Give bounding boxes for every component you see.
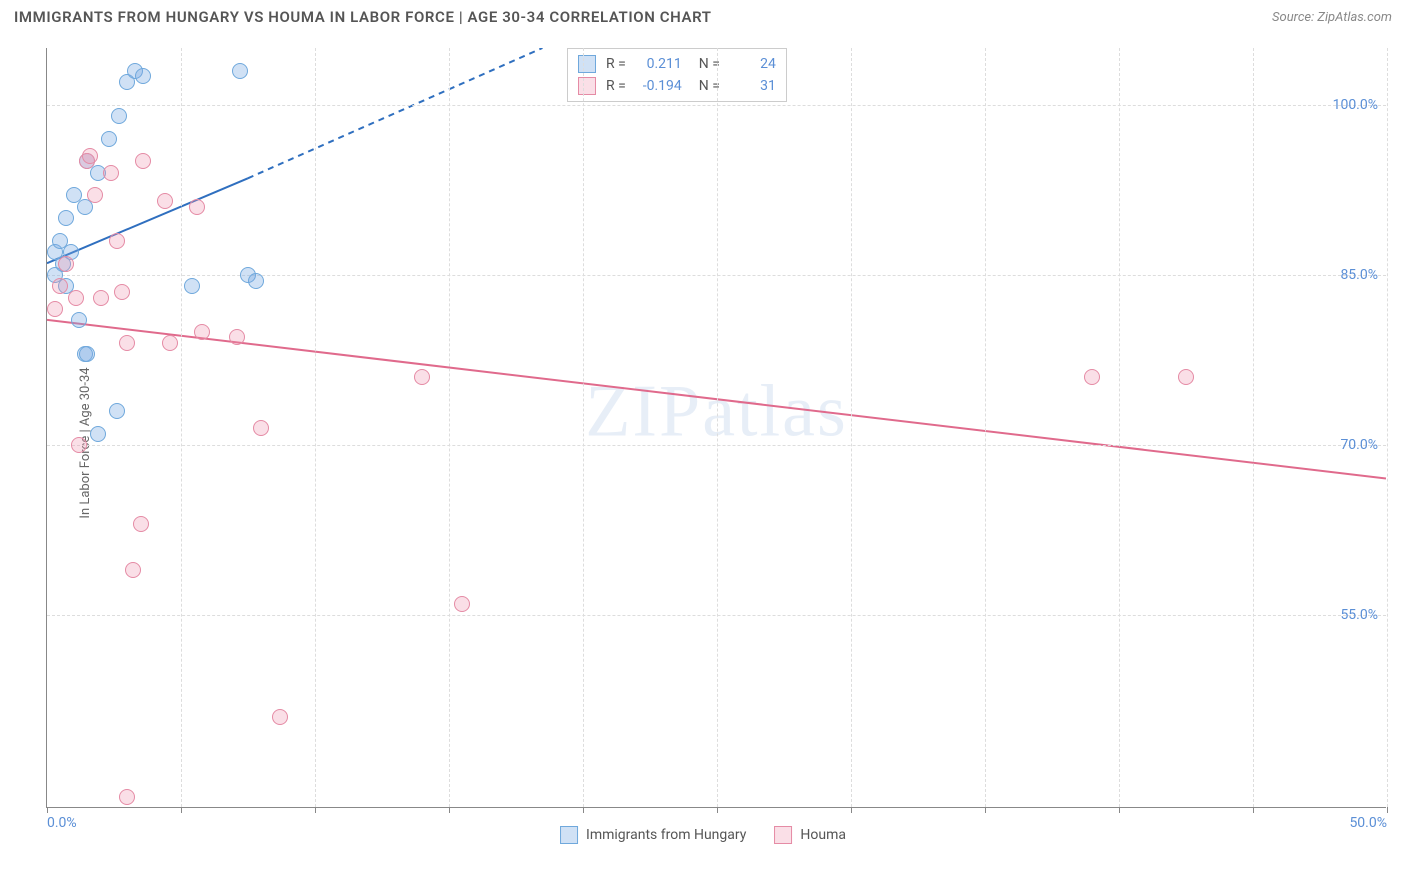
data-point-hungary	[111, 108, 127, 124]
legend-label-houma: Houma	[800, 827, 846, 843]
gridline-v	[449, 48, 450, 807]
x-tick-mark	[985, 807, 986, 813]
data-point-houma	[194, 324, 210, 340]
data-point-houma	[157, 193, 173, 209]
y-tick-label: 85.0%	[1340, 267, 1378, 283]
n-label: N =	[692, 75, 720, 97]
data-point-houma	[162, 335, 178, 351]
x-tick-mark	[1387, 807, 1388, 813]
series-legend: Immigrants from Hungary Houma	[560, 826, 846, 844]
data-point-hungary	[90, 426, 106, 442]
data-point-hungary	[232, 63, 248, 79]
data-point-houma	[119, 789, 135, 805]
data-point-hungary	[248, 273, 264, 289]
data-point-houma	[119, 335, 135, 351]
chart-container: In Labor Force | Age 30-34 ZIPatlas R = …	[0, 38, 1406, 848]
y-tick-label: 100.0%	[1333, 97, 1378, 113]
x-tick-mark	[181, 807, 182, 813]
correlation-legend: R = 0.211 N = 24 R = -0.194 N = 31	[567, 48, 787, 102]
x-tick-label: 50.0%	[1349, 815, 1387, 831]
legend-row-houma: R = -0.194 N = 31	[578, 75, 776, 97]
data-point-houma	[229, 329, 245, 345]
data-point-hungary	[109, 403, 125, 419]
chart-title: IMMIGRANTS FROM HUNGARY VS HOUMA IN LABO…	[14, 8, 712, 26]
n-value-hungary: 24	[726, 53, 776, 75]
data-point-houma	[52, 278, 68, 294]
n-value-houma: 31	[726, 75, 776, 97]
data-point-houma	[47, 301, 63, 317]
plot-area: ZIPatlas R = 0.211 N = 24 R = -0.194 N =…	[46, 48, 1386, 808]
data-point-hungary	[101, 131, 117, 147]
swatch-houma	[578, 77, 596, 95]
gridline-v	[315, 48, 316, 807]
data-point-houma	[82, 148, 98, 164]
data-point-houma	[272, 709, 288, 725]
data-point-houma	[414, 369, 430, 385]
data-point-hungary	[71, 312, 87, 328]
x-tick-mark	[315, 807, 316, 813]
r-value-hungary: 0.211	[632, 53, 682, 75]
data-point-houma	[114, 284, 130, 300]
data-point-houma	[68, 290, 84, 306]
chart-source: Source: ZipAtlas.com	[1272, 10, 1392, 25]
data-point-houma	[253, 420, 269, 436]
data-point-houma	[189, 199, 205, 215]
data-point-houma	[87, 187, 103, 203]
x-tick-mark	[449, 807, 450, 813]
r-value-houma: -0.194	[632, 75, 682, 97]
legend-row-hungary: R = 0.211 N = 24	[578, 53, 776, 75]
data-point-houma	[1084, 369, 1100, 385]
swatch-hungary	[560, 826, 578, 844]
data-point-houma	[1178, 369, 1194, 385]
gridline-v	[583, 48, 584, 807]
swatch-houma	[774, 826, 792, 844]
data-point-houma	[103, 165, 119, 181]
gridline-v	[1119, 48, 1120, 807]
chart-header: IMMIGRANTS FROM HUNGARY VS HOUMA IN LABO…	[0, 0, 1406, 32]
r-label: R =	[606, 75, 626, 97]
data-point-houma	[71, 437, 87, 453]
swatch-hungary	[578, 55, 596, 73]
gridline-v	[1253, 48, 1254, 807]
gridline-v	[851, 48, 852, 807]
data-point-houma	[133, 516, 149, 532]
x-tick-mark	[583, 807, 584, 813]
data-point-houma	[125, 562, 141, 578]
data-point-hungary	[184, 278, 200, 294]
x-tick-mark	[47, 807, 48, 813]
y-tick-label: 70.0%	[1340, 437, 1378, 453]
gridline-v	[1387, 48, 1388, 807]
data-point-houma	[135, 153, 151, 169]
x-tick-label: 0.0%	[47, 815, 77, 831]
x-tick-mark	[1253, 807, 1254, 813]
data-point-houma	[58, 256, 74, 272]
gridline-v	[985, 48, 986, 807]
gridline-v	[717, 48, 718, 807]
data-point-hungary	[58, 210, 74, 226]
data-point-houma	[93, 290, 109, 306]
n-label: N =	[692, 53, 720, 75]
x-tick-mark	[717, 807, 718, 813]
data-point-hungary	[135, 68, 151, 84]
legend-label-hungary: Immigrants from Hungary	[586, 827, 746, 843]
data-point-houma	[109, 233, 125, 249]
data-point-houma	[454, 596, 470, 612]
x-tick-mark	[1119, 807, 1120, 813]
data-point-hungary	[79, 346, 95, 362]
gridline-v	[181, 48, 182, 807]
legend-item-houma: Houma	[774, 826, 846, 844]
legend-item-hungary: Immigrants from Hungary	[560, 826, 746, 844]
r-label: R =	[606, 53, 626, 75]
x-tick-mark	[851, 807, 852, 813]
y-tick-label: 55.0%	[1340, 607, 1378, 623]
